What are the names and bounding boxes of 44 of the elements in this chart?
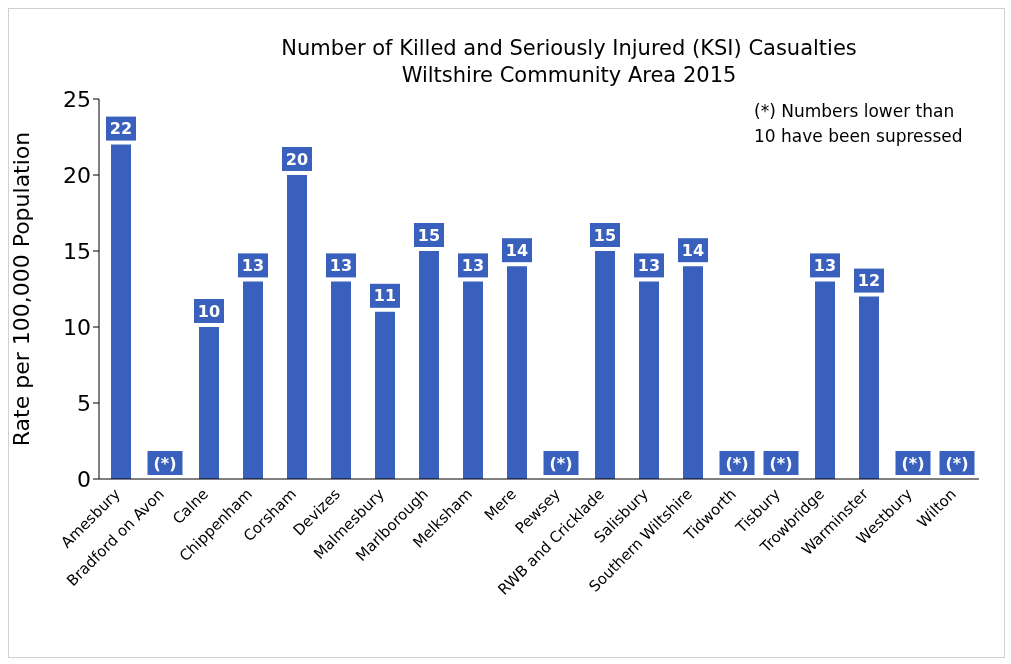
bar [419, 251, 439, 479]
bar [375, 311, 395, 479]
data-label: 13 [329, 256, 353, 275]
data-label: 11 [373, 286, 397, 306]
data-label: 13 [461, 256, 485, 275]
chart-subtitle: Wiltshire Community Area 2015 [400, 62, 738, 89]
bar [199, 327, 219, 479]
chart-title: Number of Killed and Seriously Injured (KSI) Casualties [280, 35, 858, 62]
y-tick-label: 25 [63, 86, 91, 112]
bar [639, 281, 659, 479]
bar [595, 251, 615, 479]
text: (*) [549, 453, 573, 473]
text: (*) [153, 453, 177, 473]
data-label: 13 [637, 256, 661, 275]
annotation: (*) Numbers lower than 10 have been supressed [754, 100, 964, 148]
bar [331, 281, 351, 479]
text: (*) [725, 453, 749, 473]
data-label: 15 [593, 225, 617, 245]
bar [243, 281, 263, 479]
data-label: 14 [505, 240, 529, 260]
y-tick-label: 0 [77, 466, 91, 492]
text: (*) [945, 453, 969, 473]
bar [815, 281, 835, 479]
data-label: 14 [681, 240, 705, 260]
y-axis-title: Rate per 100,000 Population [8, 131, 34, 447]
y-tick-label: 20 [63, 162, 91, 188]
bar [463, 281, 483, 479]
bar [507, 266, 527, 479]
data-label: 10 [197, 301, 221, 321]
y-tick-label: 10 [63, 314, 91, 340]
bar [683, 266, 703, 479]
bar [859, 296, 879, 479]
data-label: 13 [241, 256, 265, 275]
bar [287, 175, 307, 479]
data-label: 12 [857, 271, 881, 291]
y-tick-label: 15 [63, 238, 91, 264]
data-label: 13 [813, 256, 837, 275]
y-tick-label: 5 [77, 390, 91, 416]
data-label: 15 [417, 225, 441, 245]
data-label: 20 [285, 149, 309, 169]
text: (*) [901, 453, 925, 473]
text: (*) [769, 453, 793, 473]
bar [111, 144, 131, 479]
data-label: 22 [109, 119, 133, 139]
